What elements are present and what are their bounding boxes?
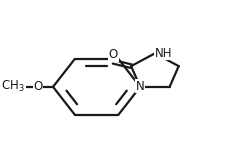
Text: O: O	[34, 80, 43, 93]
Text: N: N	[136, 80, 144, 92]
Text: NH: NH	[155, 47, 173, 60]
Text: O: O	[109, 48, 118, 61]
Text: CH$_3$: CH$_3$	[1, 79, 25, 94]
